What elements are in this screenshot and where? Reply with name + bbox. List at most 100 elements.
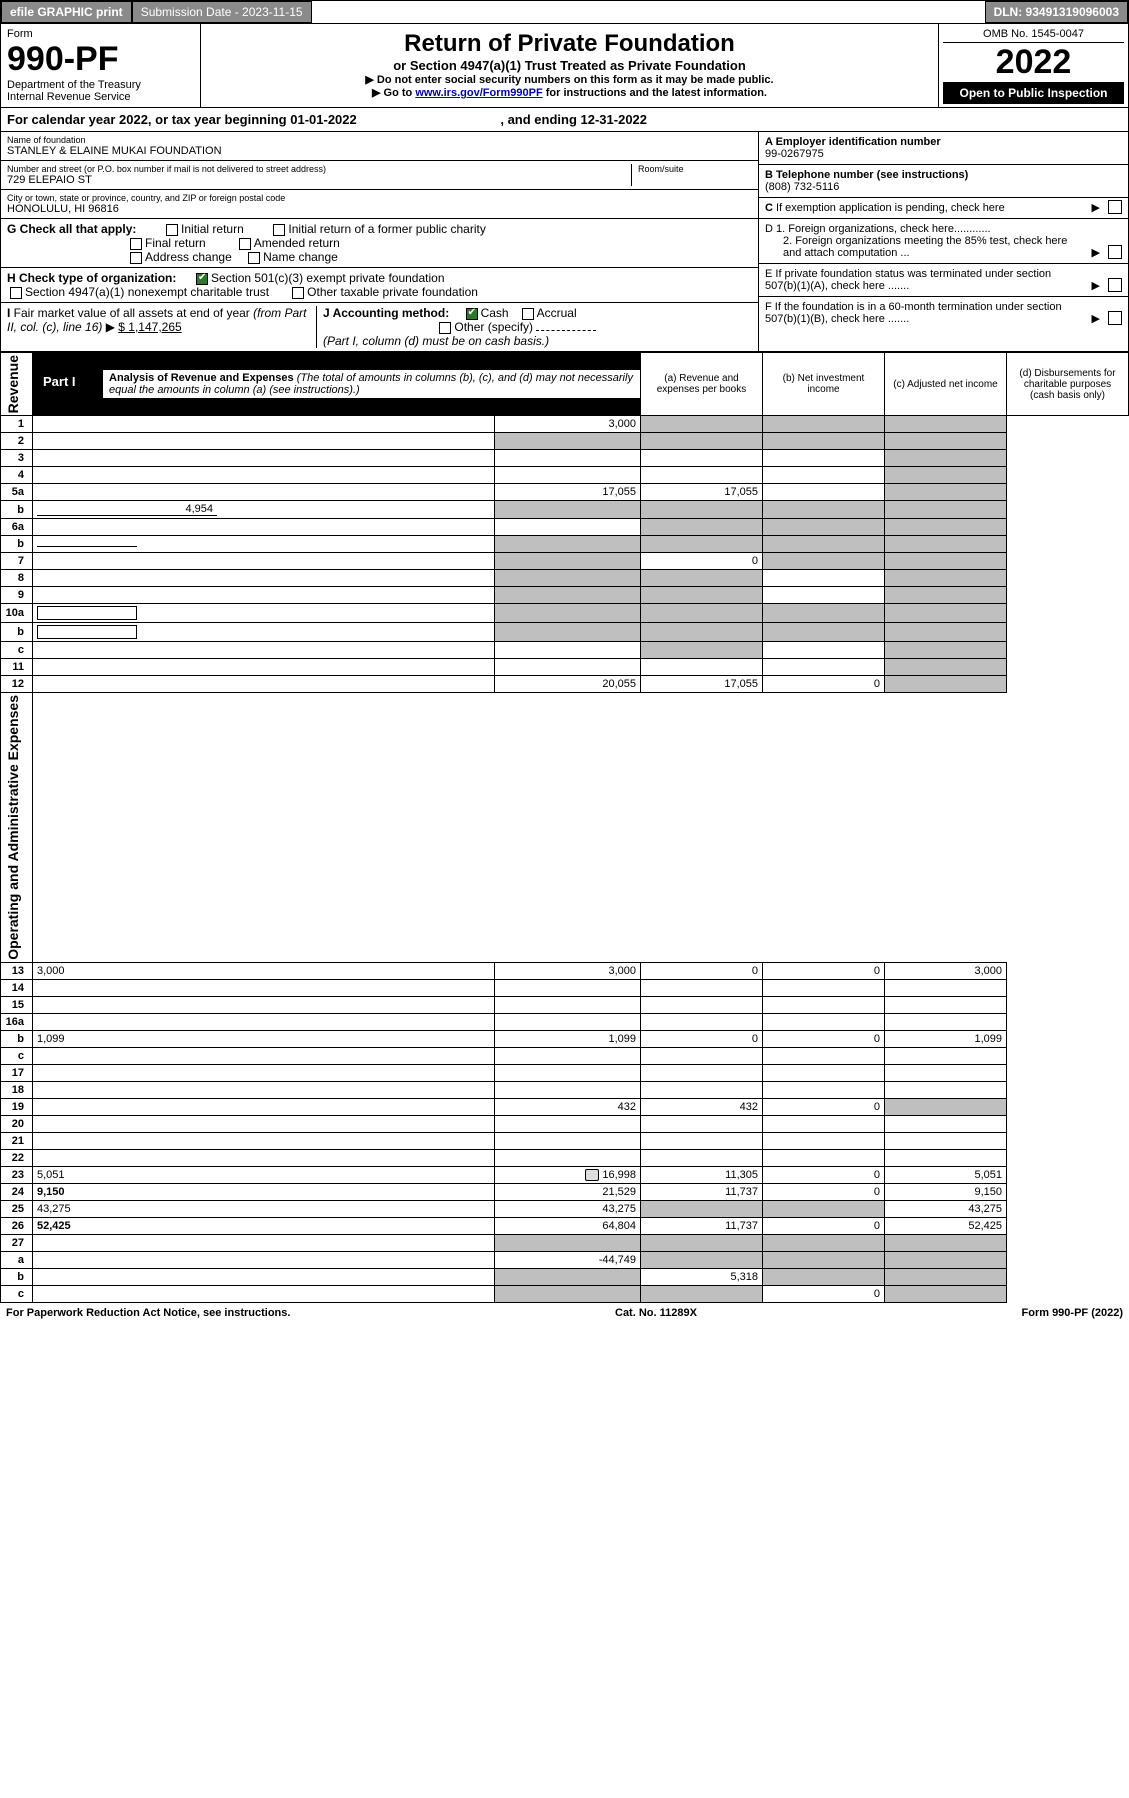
col-a-value <box>495 1065 641 1082</box>
col-c-value: 0 <box>763 1167 885 1184</box>
col-a-value <box>495 501 641 519</box>
table-row: 3 <box>1 450 1129 467</box>
line-number: c <box>1 1286 33 1303</box>
col-d-value <box>885 1150 1007 1167</box>
col-d-value <box>885 1286 1007 1303</box>
final-return-checkbox[interactable] <box>130 238 142 250</box>
line-number: 20 <box>1 1116 33 1133</box>
col-d-value <box>885 501 1007 519</box>
line-description <box>33 623 495 642</box>
line-description <box>33 1014 495 1031</box>
col-c-value: 0 <box>763 1286 885 1303</box>
calyear-pre: For calendar year 2022, or tax year begi… <box>7 112 290 127</box>
g-check-row: G Check all that apply: Initial return I… <box>1 219 758 268</box>
table-row: 15 <box>1 997 1129 1014</box>
table-row: 2543,27543,27543,275 <box>1 1201 1129 1218</box>
cash-checkbox[interactable] <box>466 308 478 320</box>
line-description <box>33 980 495 997</box>
line-description <box>33 1133 495 1150</box>
efile-print-button[interactable]: efile GRAPHIC print <box>1 1 132 23</box>
line-number: 9 <box>1 587 33 604</box>
room-label: Room/suite <box>638 164 752 174</box>
line-description <box>33 1065 495 1082</box>
col-d-value <box>885 623 1007 642</box>
attachment-icon[interactable] <box>585 1169 599 1181</box>
other-method-checkbox[interactable] <box>439 322 451 334</box>
col-d-value <box>885 980 1007 997</box>
table-row: 8 <box>1 570 1129 587</box>
line-number: 18 <box>1 1082 33 1099</box>
table-row: 20 <box>1 1116 1129 1133</box>
form-subtitle: or Section 4947(a)(1) Trust Treated as P… <box>207 58 932 73</box>
foundation-name: STANLEY & ELAINE MUKAI FOUNDATION <box>7 145 752 157</box>
col-c-value <box>763 604 885 623</box>
col-d-value <box>885 604 1007 623</box>
col-d-value: 52,425 <box>885 1218 1007 1235</box>
col-b-value <box>641 1201 763 1218</box>
col-b-value <box>641 570 763 587</box>
arrow-icon: ▶ <box>1092 312 1100 325</box>
f-label: F If the foundation is in a 60-month ter… <box>765 301 1122 325</box>
col-d-value <box>885 1269 1007 1286</box>
line-number: b <box>1 536 33 553</box>
col-a-value <box>495 433 641 450</box>
line-description <box>33 1269 495 1286</box>
accrual-checkbox[interactable] <box>522 308 534 320</box>
j2-label: Accrual <box>537 306 577 320</box>
line-description <box>33 1286 495 1303</box>
col-a-value <box>495 604 641 623</box>
line-description <box>33 676 495 693</box>
table-row: 2 <box>1 433 1129 450</box>
table-row: 6a <box>1 519 1129 536</box>
table-row: c <box>1 1048 1129 1065</box>
name-change-checkbox[interactable] <box>248 252 260 264</box>
col-c-value <box>763 553 885 570</box>
e-checkbox[interactable] <box>1108 278 1122 292</box>
line-description: 9,150 <box>33 1184 495 1201</box>
address-change-checkbox[interactable] <box>130 252 142 264</box>
line-description <box>33 536 495 553</box>
4947a1-checkbox[interactable] <box>10 287 22 299</box>
col-a-value: 43,275 <box>495 1201 641 1218</box>
col-a-header: (a) Revenue and expenses per books <box>641 353 763 416</box>
line-number: 21 <box>1 1133 33 1150</box>
col-b-value: 11,737 <box>641 1218 763 1235</box>
col-b-value: 0 <box>641 553 763 570</box>
col-d-value <box>885 1099 1007 1116</box>
501c3-checkbox[interactable] <box>196 273 208 285</box>
col-b-value: 0 <box>641 963 763 980</box>
col-c-value <box>763 1082 885 1099</box>
col-d-value: 3,000 <box>885 963 1007 980</box>
col-d-value <box>885 1252 1007 1269</box>
c-checkbox[interactable] <box>1108 200 1122 214</box>
irs-link[interactable]: www.irs.gov/Form990PF <box>415 87 542 99</box>
col-c-value <box>763 1201 885 1218</box>
line-number: 3 <box>1 450 33 467</box>
initial-former-checkbox[interactable] <box>273 224 285 236</box>
col-d-value: 9,150 <box>885 1184 1007 1201</box>
col-d-value <box>885 1014 1007 1031</box>
col-a-value: 432 <box>495 1099 641 1116</box>
footer-right: Form 990-PF (2022) <box>1022 1307 1124 1319</box>
initial-return-checkbox[interactable] <box>166 224 178 236</box>
line-description <box>33 484 495 501</box>
col-d-value <box>885 1133 1007 1150</box>
f-checkbox[interactable] <box>1108 311 1122 325</box>
col-d-value <box>885 676 1007 693</box>
d1-label: D 1. Foreign organizations, check here..… <box>765 223 991 235</box>
col-a-value <box>495 450 641 467</box>
col-d-value <box>885 1065 1007 1082</box>
col-d-value <box>885 536 1007 553</box>
other-taxable-checkbox[interactable] <box>292 287 304 299</box>
col-b-value <box>641 1048 763 1065</box>
col-b-value <box>641 659 763 676</box>
line-description <box>33 604 495 623</box>
col-b-value: 5,318 <box>641 1269 763 1286</box>
amended-return-checkbox[interactable] <box>239 238 251 250</box>
col-a-value <box>495 1150 641 1167</box>
open-public: Open to Public Inspection <box>943 82 1124 104</box>
goto-prefix: ▶ Go to <box>372 87 415 99</box>
expenses-section-label: Operating and Administrative Expenses <box>5 695 21 960</box>
line-description <box>33 416 495 433</box>
d2-checkbox[interactable] <box>1108 245 1122 259</box>
